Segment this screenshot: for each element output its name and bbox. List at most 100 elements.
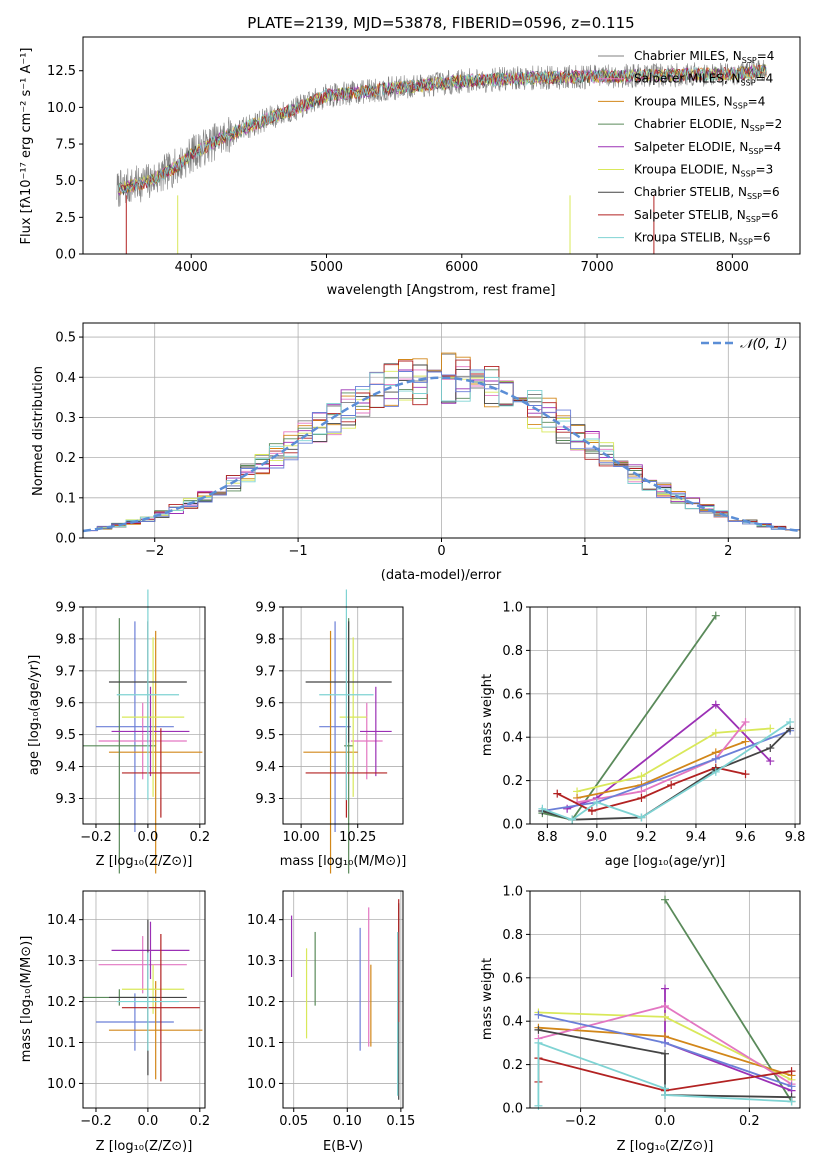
x-tick-label: 0.15 <box>386 1114 415 1129</box>
legend-count: =4 <box>757 49 775 63</box>
y-tick-label: 10.4 <box>47 913 76 928</box>
y-tick-label: 0.4 <box>502 1015 523 1030</box>
y-tick-label: 9.3 <box>255 792 276 807</box>
x-tick-label: 4000 <box>175 260 208 275</box>
legend-label: Chabrier MILES, NSSP=4 <box>634 49 774 65</box>
legend-subscript: SSP <box>742 56 757 65</box>
weight-series-line <box>576 727 771 793</box>
x-tick-label: 0.2 <box>739 1114 760 1129</box>
y-tick-label: 10.2 <box>247 995 276 1010</box>
weight-marker <box>711 611 720 620</box>
legend-subscript: SSP <box>750 124 765 133</box>
x-tick-label: 0 <box>437 544 445 559</box>
weight-marker <box>711 728 720 737</box>
y-tick-label: 0.8 <box>502 644 523 659</box>
y-tick-label: 9.8 <box>255 632 276 647</box>
legend-count: =3 <box>756 163 774 177</box>
y-tick-label: 1.0 <box>502 885 523 900</box>
weight-marker <box>637 813 646 822</box>
x-tick-label: 0.05 <box>279 1114 308 1129</box>
y-tick-label: 9.5 <box>255 728 276 743</box>
weight-vs-age-ylabel: mass weight <box>480 674 495 756</box>
y-tick-label: 9.4 <box>255 760 276 775</box>
weight-marker <box>741 737 750 746</box>
legend-label: Kroupa STELIB, NSSP=6 <box>634 231 771 247</box>
legend-label: Salpeter ELODIE, NSSP=4 <box>634 140 781 156</box>
legend-subscript: SSP <box>746 215 761 224</box>
y-tick-label: 12.5 <box>47 64 76 79</box>
y-tick-label: 10.0 <box>247 1077 276 1092</box>
x-tick-label: 7000 <box>581 260 614 275</box>
legend-label: Salpeter MILES, NSSP=4 <box>634 72 773 88</box>
x-tick-label: 10.00 <box>283 830 320 845</box>
y-tick-label: 9.5 <box>55 728 76 743</box>
weight-marker <box>538 804 547 813</box>
weight-marker <box>741 718 750 727</box>
legend-label: Salpeter STELIB, NSSP=6 <box>634 208 778 224</box>
y-tick-label: 0.0 <box>502 818 523 833</box>
y-tick-label: 0.2 <box>502 1058 523 1073</box>
y-tick-label: 10.0 <box>47 1077 76 1092</box>
y-tick-label: 10.2 <box>47 995 76 1010</box>
weight-marker <box>786 718 795 727</box>
x-tick-label: 6000 <box>445 260 478 275</box>
weight-marker <box>661 984 669 993</box>
spectrum-xlabel: wavelength [Angstrom, rest frame] <box>327 283 556 298</box>
weight-marker <box>534 1038 543 1047</box>
y-tick-label: 0.6 <box>502 687 523 702</box>
weight-marker <box>553 789 562 798</box>
weight-vs-age-frame <box>529 606 801 825</box>
x-tick-label: 0.0 <box>655 1114 676 1129</box>
mass-vs-z-frame <box>82 890 206 1109</box>
x-tick-label: 2 <box>724 544 732 559</box>
legend-subscript: SSP <box>738 238 753 247</box>
legend-label: 𝒩(0, 1) <box>740 337 787 352</box>
weight-marker <box>534 1025 543 1034</box>
weight-marker <box>661 1012 669 1021</box>
y-tick-label: 0.0 <box>55 532 76 547</box>
y-tick-label: 1.0 <box>502 601 523 616</box>
x-tick-label: −0.2 <box>80 830 112 845</box>
legend-subscript: SSP <box>733 101 748 110</box>
spectrum-frame <box>82 36 801 255</box>
weight-marker <box>787 1097 796 1106</box>
y-tick-label: 0.8 <box>502 928 523 943</box>
weight-marker <box>787 1082 796 1091</box>
weight-marker <box>587 806 596 815</box>
histogram-xlabel: (data-model)/error <box>381 568 502 583</box>
x-tick-label: 1 <box>581 544 589 559</box>
residual-histogram-step <box>83 369 800 531</box>
y-tick-label: 9.8 <box>55 632 76 647</box>
y-tick-label: 5.0 <box>55 174 76 189</box>
y-tick-label: 10.3 <box>247 954 276 969</box>
model-spectrum-line <box>117 65 767 193</box>
weight-series-line <box>664 988 792 1092</box>
weight-marker <box>711 767 720 776</box>
weight-series-line <box>538 1029 792 1099</box>
legend-count: =4 <box>756 72 774 86</box>
spectrum-title: PLATE=2139, MJD=53878, FIBERID=0596, z=0… <box>247 14 634 32</box>
mass-vs-z-ylabel: mass [log₁₀(M/M⊙)] <box>19 936 34 1063</box>
y-tick-label: 0.3 <box>55 411 76 426</box>
legend-count: =6 <box>761 208 779 222</box>
x-tick-label: 9.4 <box>686 830 707 845</box>
x-tick-label: −2 <box>145 544 164 559</box>
legend-subscript: SSP <box>747 192 762 201</box>
weight-vs-z-ylabel: mass weight <box>480 958 495 1040</box>
y-tick-label: 0.5 <box>55 331 76 346</box>
y-tick-label: 9.6 <box>55 696 76 711</box>
legend-count: =6 <box>753 231 771 245</box>
y-tick-label: 0.4 <box>55 371 76 386</box>
weight-marker <box>741 770 750 779</box>
y-tick-label: 0.0 <box>55 248 76 263</box>
weight-series-line <box>542 615 717 821</box>
y-tick-label: 9.3 <box>55 792 76 807</box>
y-tick-label: 10.4 <box>247 913 276 928</box>
spectrum-ylabel: Flux [fλ10⁻¹⁷ erg cm⁻² s⁻¹ A⁻¹] <box>19 48 34 245</box>
weight-marker <box>661 1002 669 1011</box>
y-tick-label: 0.2 <box>55 451 76 466</box>
legend-subscript: SSP <box>748 147 763 156</box>
y-tick-label: 9.7 <box>55 664 76 679</box>
mass-vs-ebv-frame <box>282 890 404 1109</box>
spectrum-panel: PLATE=2139, MJD=53878, FIBERID=0596, z=0… <box>19 14 801 298</box>
